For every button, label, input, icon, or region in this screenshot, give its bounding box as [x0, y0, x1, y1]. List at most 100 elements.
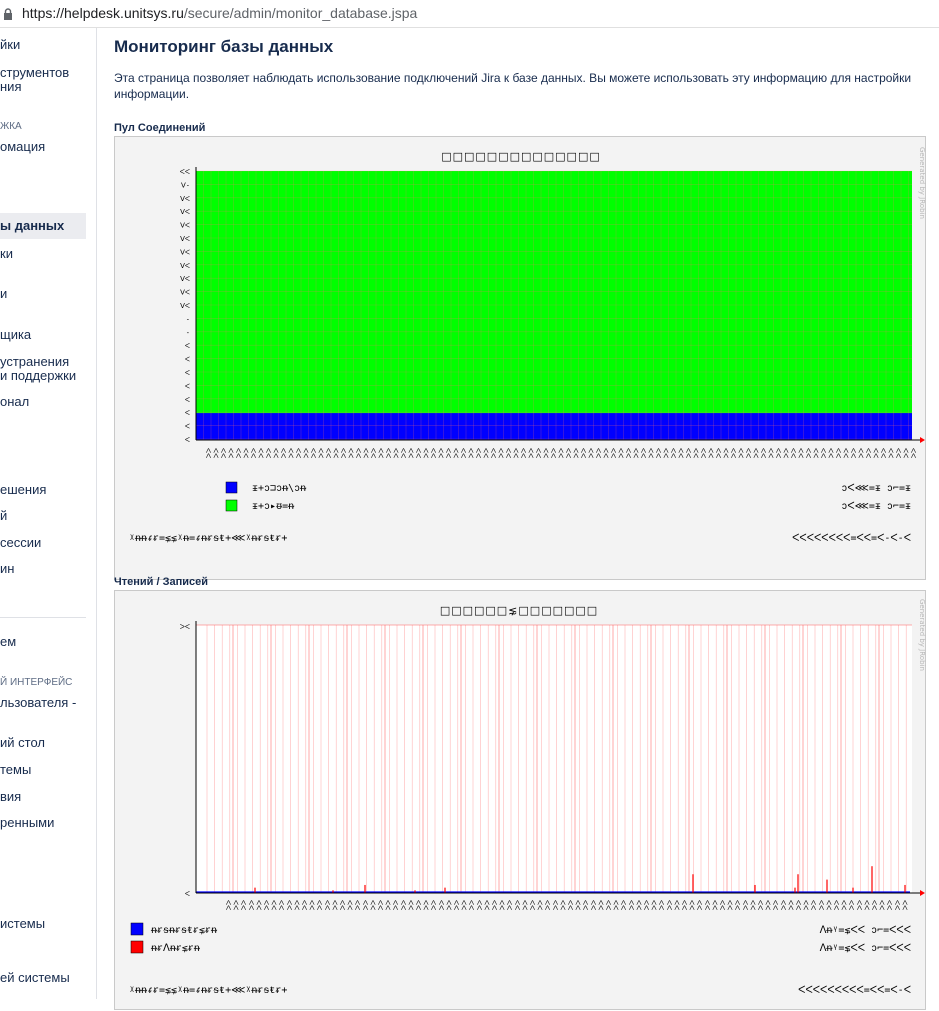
sidebar-item-10[interactable]: и поддержки [0, 369, 77, 383]
pool-x-tick-label: ᐸᐸ [827, 448, 835, 458]
pool-y-tick-label: ᐸ [185, 436, 190, 444]
sidebar-item-1[interactable]: струментов [0, 66, 70, 80]
sidebar-item-4[interactable]: омация [0, 140, 46, 154]
pool-x-tick-label: ᐸᐸ [639, 448, 647, 458]
rw-chart: □□□□□□⋦□□□□□□□ Generated by JRobin ᐳᐸᐸᐸᐸ… [129, 599, 926, 996]
pool-x-tick-label: ᐸᐸ [587, 448, 595, 458]
sidebar-item-22[interactable]: ренными [0, 816, 55, 830]
address-bar[interactable]: https://helpdesk.unitsys.ru/secure/admin… [0, 0, 939, 28]
rw-x-tick-label: ᐸᐸ [779, 900, 787, 910]
pool-footer-right: ᐸᐸᐸᐸᐸᐸᐸᐸ=ᐸᐸ=ᐸ-ᐸ-ᐸ [792, 533, 911, 544]
pool-x-tick-label: ᐸᐸ [399, 448, 407, 458]
sidebar-item-16[interactable]: ем [0, 635, 17, 649]
pool-x-tick-label: ᐸᐸ [369, 448, 377, 458]
pool-x-tick-label: ᐸᐸ [459, 448, 467, 458]
sidebar-item-0[interactable]: йки [0, 38, 21, 52]
rw-x-tick-label: ᐸᐸ [247, 900, 255, 910]
pool-y-tick-label: ᐯᐸ [180, 222, 190, 230]
pool-x-tick-label: ᐸᐸ [414, 448, 422, 458]
pool-x-tick-label: ᐸᐸ [744, 448, 752, 458]
pool-x-tick-label: ᐸᐸ [692, 448, 700, 458]
pool-area-series-0 [196, 413, 912, 440]
sidebar-item-24[interactable]: ей системы [0, 971, 70, 985]
pool-x-tick-label: ᐸᐸ [707, 448, 715, 458]
pool-area-series-1 [196, 171, 912, 440]
url-path: /secure/admin/monitor_database.jspa [183, 5, 418, 21]
rw-x-tick-label: ᐸᐸ [498, 900, 506, 910]
rw-x-tick-label: ᐸᐸ [756, 900, 764, 910]
pool-x-tick-label: ᐸᐸ [572, 448, 580, 458]
sidebar-item-21[interactable]: вия [0, 790, 22, 804]
page-description: Эта страница позволяет наблюдать использ… [114, 71, 912, 101]
pool-x-tick-label: ᐸᐸ [654, 448, 662, 458]
pool-x-tick-label: ᐸᐸ [594, 448, 602, 458]
pool-x-tick-label: ᐸᐸ [474, 448, 482, 458]
sidebar-item-2[interactable]: ния [0, 80, 22, 94]
pool-y-tick-label: ᐯᐸ [180, 195, 190, 203]
sidebar-item-14[interactable]: сессии [0, 536, 42, 550]
pool-x-tick-label: ᐸᐸ [699, 448, 707, 458]
sidebar-item-20[interactable]: темы [0, 763, 32, 777]
sidebar-item-12[interactable]: ешения [0, 483, 47, 497]
sidebar-item-8[interactable]: щика [0, 328, 32, 342]
rw-x-tick-label: ᐸᐸ [809, 900, 817, 910]
rw-x-tick-label: ᐸᐸ [612, 900, 620, 910]
pool-x-tick-label: ᐸᐸ [804, 448, 812, 458]
url-text[interactable]: https://helpdesk.unitsys.ru/secure/admin… [22, 5, 417, 21]
pool-x-tick-label: ᐸᐸ [377, 448, 385, 458]
rw-x-tick-label: ᐸᐸ [346, 900, 354, 910]
sidebar-item-15[interactable]: ин [0, 562, 15, 576]
rw-x-tick-label: ᐸᐸ [254, 900, 262, 910]
pool-x-tick-label: ᐸᐸ [774, 448, 782, 458]
rw-x-tick-label: ᐸᐸ [824, 900, 832, 910]
rw-x-tick-label: ᐸᐸ [893, 900, 901, 910]
rw-x-tick-label: ᐸᐸ [323, 900, 331, 910]
rw-x-tick-label: ᐸᐸ [399, 900, 407, 910]
sidebar-item-23[interactable]: истемы [0, 917, 46, 931]
rw-x-tick-label: ᐸᐸ [703, 900, 711, 910]
sidebar-item-19[interactable]: ий стол [0, 736, 45, 750]
sidebar-item-9[interactable]: устранения [0, 355, 70, 369]
pool-x-tick-label: ᐸᐸ [249, 448, 257, 458]
pool-x-tick-label: ᐸᐸ [302, 448, 310, 458]
pool-x-tick-label: ᐸᐸ [339, 448, 347, 458]
rw-plot-area [196, 625, 912, 893]
rw-x-tick-label: ᐸᐸ [710, 900, 718, 910]
pool-x-tick-label: ᐸᐸ [812, 448, 820, 458]
rw-x-tick-label: ᐸᐸ [855, 900, 863, 910]
sidebar-item-5[interactable]: ы данных [0, 213, 86, 239]
pool-y-tick-label: - [186, 329, 190, 337]
pool-x-tick-label: ᐸᐸ [797, 448, 805, 458]
rw-chart-panel: □□□□□□⋦□□□□□□□ Generated by JRobin ᐳᐸ ᐸ ᐸᐸ… [114, 590, 926, 1010]
pool-x-tick-label: ᐸᐸ [767, 448, 775, 458]
sidebar-item-3: жка [0, 121, 22, 132]
rw-x-tick-label: ᐸᐸ [870, 900, 878, 910]
sidebar-item-11[interactable]: онал [0, 395, 30, 409]
pool-y-tick-label: ᐸ [185, 423, 190, 431]
sidebar-item-6[interactable]: ки [0, 247, 13, 261]
pool-x-tick-label: ᐸᐸ [407, 448, 415, 458]
rw-x-tick-label: ᐸᐸ [528, 900, 536, 910]
sidebar-item-17: Й ИНТЕРФЕЙС [0, 677, 73, 688]
pool-y-tick-label: ᐸ [185, 409, 190, 417]
rw-x-tick-label: ᐸᐸ [657, 900, 665, 910]
rw-x-tick-label: ᐸᐸ [232, 900, 240, 910]
rw-x-tick-label: ᐸᐸ [315, 900, 323, 910]
sidebar-item-7[interactable]: и [0, 287, 8, 301]
rw-x-tick-label: ᐸᐸ [467, 900, 475, 910]
pool-y-tick-label: - [186, 315, 190, 323]
pool-x-tick-label: ᐸᐸ [857, 448, 865, 458]
rw-x-tick-label: ᐸᐸ [270, 900, 278, 910]
rw-footer-left: ᵡᵰᵰᵳᵲ=⋦⋦ᵡᵰ=ᵳᵰᵲᵴᵵ+⋘ᵡᵰᵲᵴᵵᵲ+ [129, 985, 287, 996]
sidebar-item-13[interactable]: й [0, 509, 8, 523]
pool-x-tick-label: ᐸᐸ [264, 448, 272, 458]
sidebar-item-18[interactable]: льзователя - [0, 696, 77, 710]
rw-x-tick-label: ᐸᐸ [384, 900, 392, 910]
rw-x-tick-label: ᐸᐸ [505, 900, 513, 910]
pool-y-tick-label: ᐸ [185, 382, 190, 390]
rw-y-tick-label: ᐳᐸ [180, 623, 190, 631]
pool-y-tick-label: ᐯᐸ [180, 208, 190, 216]
pool-x-tick-label: ᐸᐸ [234, 448, 242, 458]
pool-legend-label-1: ᵻ+ↄ▸ᵿ=ᵰ [252, 501, 295, 512]
pool-x-tick-label: ᐸᐸ [564, 448, 572, 458]
